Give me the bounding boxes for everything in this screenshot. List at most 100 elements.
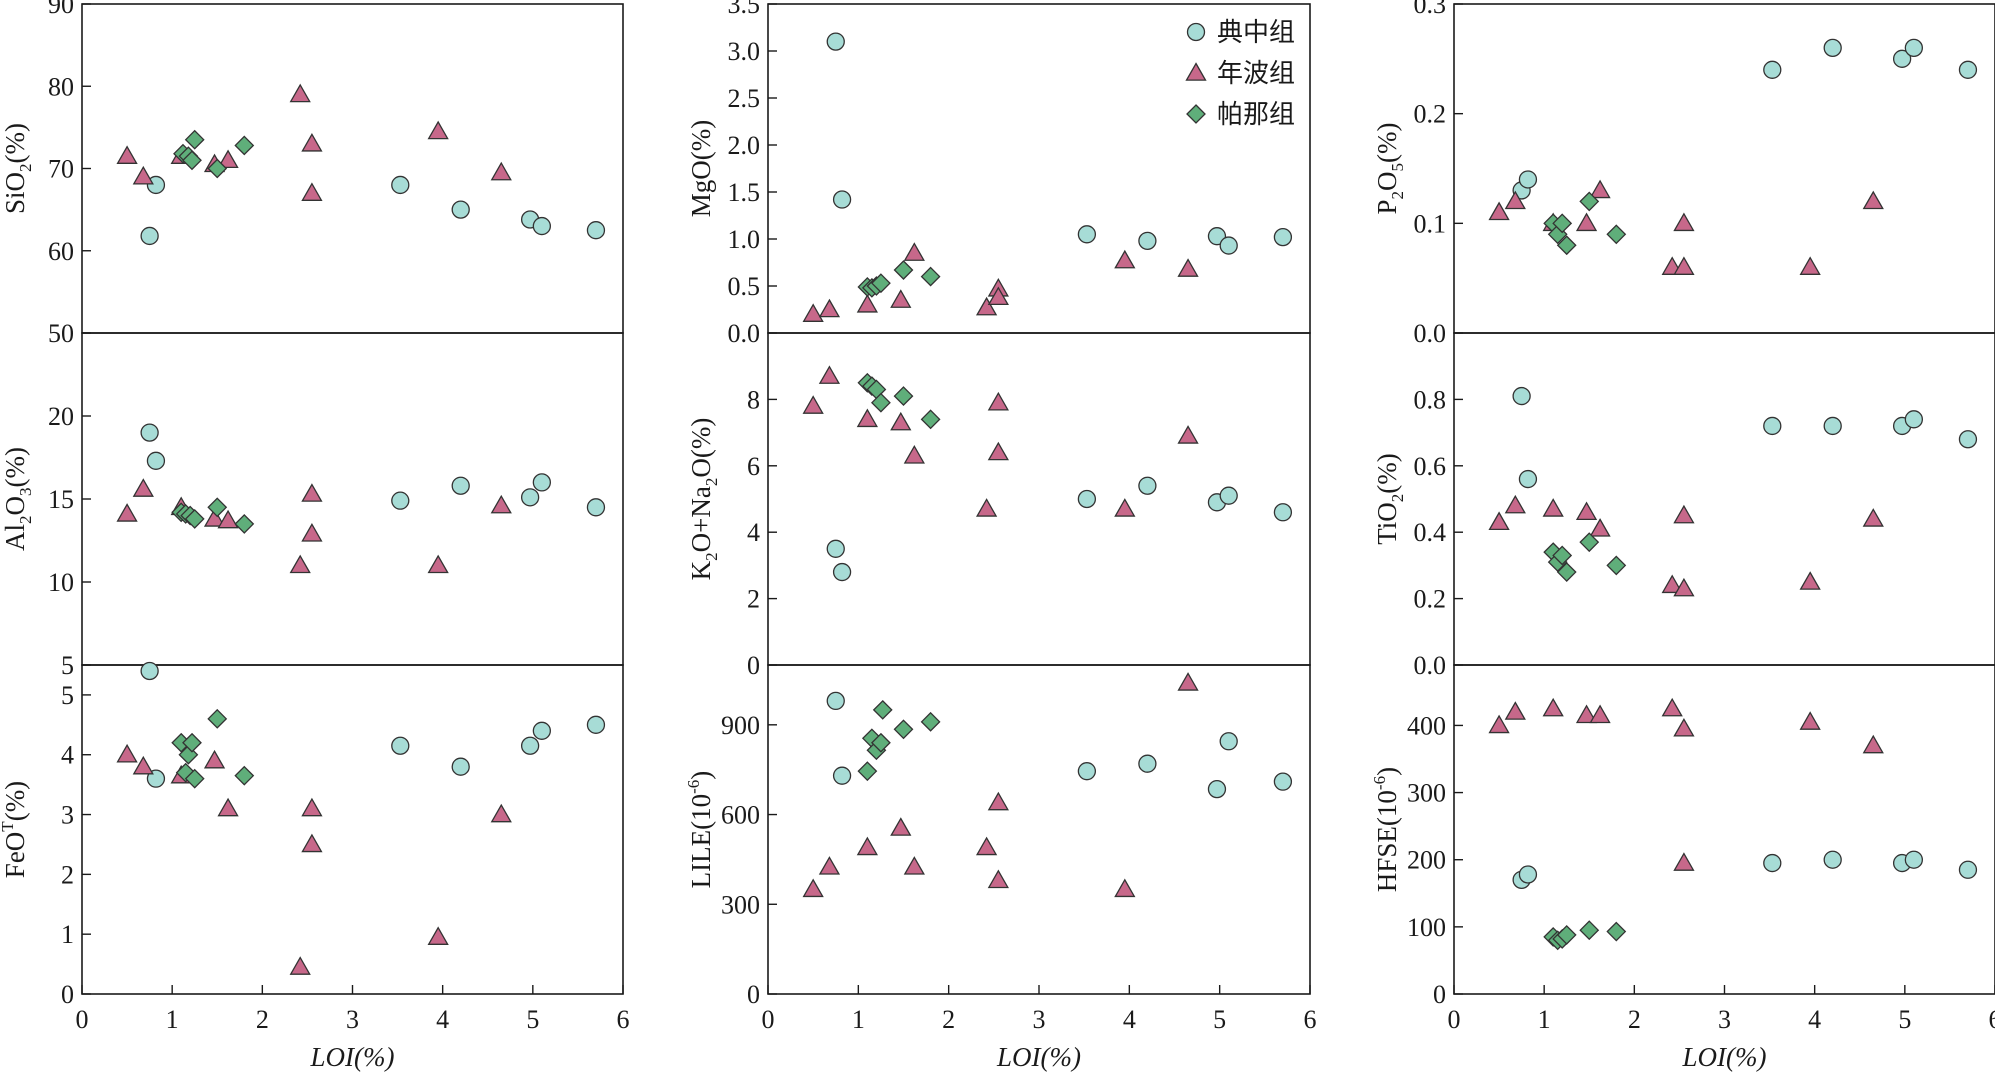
p2o5-point-circle-3	[1824, 39, 1841, 56]
feot-xtick-label-3: 3	[346, 1005, 359, 1034]
tio2-point-circle-1	[1519, 471, 1536, 488]
k2o_na2o-point-diamond-4	[895, 387, 913, 405]
al2o3-point-triangle-4	[219, 511, 238, 528]
p2o5-point-diamond-5	[1607, 225, 1625, 243]
k2o_na2o-point-triangle-5	[977, 499, 996, 516]
lile-ytick-label-0: 900	[721, 711, 760, 740]
lile-xtick-label-1: 1	[852, 1005, 865, 1034]
sio2-ylabel: SiO2(%)	[0, 123, 35, 214]
lile-point-triangle-5	[977, 838, 996, 855]
k2o_na2o-ytick-label-1: 6	[747, 452, 760, 481]
feot-ylabel: FeOT(%)	[0, 781, 30, 878]
tio2-point-diamond-5	[1607, 556, 1625, 574]
mgo-ytick-label-7: 0.0	[728, 319, 761, 348]
sio2-point-circle-0	[141, 227, 158, 244]
al2o3-ytick-label-1: 15	[48, 485, 74, 514]
p2o5-ytick-label-1: 0.2	[1414, 100, 1447, 129]
sio2-point-triangle-1	[134, 167, 153, 184]
p2o5-point-triangle-3	[1577, 214, 1596, 231]
sio2-point-triangle-6	[302, 134, 321, 151]
tio2-point-triangle-1	[1506, 496, 1525, 513]
hfse-point-circle-1	[1519, 866, 1536, 883]
lile-point-diamond-5	[895, 720, 913, 738]
sio2-ytick-label-4: 50	[48, 319, 74, 348]
p2o5-point-triangle-6	[1674, 214, 1693, 231]
lile-xtick-label-2: 2	[942, 1005, 955, 1034]
al2o3-plot-frame	[82, 333, 623, 665]
tio2-ylabel: TiO2(%)	[1372, 453, 1407, 545]
mgo-ytick-label-1: 3.0	[728, 37, 761, 66]
feot-point-circle-2	[392, 737, 409, 754]
hfse-xlabel: LOI(%)	[1682, 1042, 1767, 1072]
tio2-ytick-label-2: 0.4	[1414, 518, 1447, 547]
mgo-point-triangle-0	[804, 305, 823, 322]
sio2-point-circle-2	[392, 176, 409, 193]
feot-xtick-label-6: 6	[617, 1005, 630, 1034]
sio2-point-triangle-9	[492, 163, 511, 180]
hfse-point-triangle-9	[1864, 736, 1883, 753]
feot-point-triangle-5	[291, 958, 310, 975]
mgo-ytick-label-6: 0.5	[728, 272, 761, 301]
legend-marker-triangle	[1187, 64, 1206, 81]
hfse-xtick-label-1: 1	[1538, 1005, 1551, 1034]
feot-point-diamond-5	[208, 710, 226, 728]
al2o3-ytick-label-3: 5	[61, 651, 74, 680]
al2o3-point-circle-6	[587, 499, 604, 516]
lile-point-diamond-4	[874, 701, 892, 719]
hfse-point-triangle-8	[1801, 713, 1820, 730]
legend-marker-circle	[1188, 24, 1205, 41]
k2o_na2o-point-triangle-2	[858, 410, 877, 427]
k2o_na2o-point-triangle-0	[804, 397, 823, 414]
p2o5-point-triangle-9	[1864, 192, 1883, 209]
k2o_na2o-point-circle-6	[1274, 504, 1291, 521]
tio2-point-triangle-3	[1577, 503, 1596, 520]
tio2-point-circle-3	[1824, 417, 1841, 434]
p2o5-ylabel: P2O5(%)	[1372, 122, 1407, 214]
lile-xlabel: LOI(%)	[996, 1042, 1081, 1072]
lile-point-triangle-1	[820, 857, 839, 874]
lile-point-triangle-0	[804, 880, 823, 897]
mgo-point-circle-5	[1220, 237, 1237, 254]
al2o3-ylabel: Al2O3(%)	[0, 447, 35, 551]
mgo-point-circle-0	[827, 33, 844, 50]
sio2-point-circle-5	[533, 218, 550, 235]
tio2-point-circle-0	[1513, 388, 1530, 405]
hfse-ytick-label-2: 200	[1407, 846, 1446, 875]
hfse-point-diamond-5	[1607, 923, 1625, 941]
tio2-point-triangle-0	[1490, 513, 1509, 530]
lile-plot-frame	[768, 665, 1310, 994]
mgo-point-diamond-4	[895, 261, 913, 279]
lile-xtick-label-0: 0	[762, 1005, 775, 1034]
feot-ytick-label-2: 3	[61, 801, 74, 830]
feot-point-triangle-8	[429, 928, 448, 945]
feot-point-triangle-9	[492, 805, 511, 822]
sio2-point-triangle-0	[118, 147, 137, 164]
tio2-ytick-label-3: 0.2	[1414, 585, 1447, 614]
k2o_na2o-point-triangle-7	[989, 443, 1008, 460]
feot-point-triangle-3	[205, 751, 224, 768]
k2o_na2o-point-triangle-6	[989, 393, 1008, 410]
k2o_na2o-point-circle-5	[1220, 487, 1237, 504]
feot-ytick-label-5: 0	[61, 980, 74, 1009]
lile-point-triangle-3	[891, 819, 910, 836]
lile-ylabel: LILE(10-6)	[684, 771, 716, 889]
legend-label-0: 典中组	[1217, 18, 1295, 47]
k2o_na2o-point-triangle-3	[891, 413, 910, 430]
hfse-xtick-label-3: 3	[1718, 1005, 1731, 1034]
feot-plot-frame	[82, 665, 623, 994]
lile-point-triangle-2	[858, 838, 877, 855]
hfse-xtick-label-5: 5	[1898, 1005, 1911, 1034]
tio2-point-triangle-6	[1674, 506, 1693, 523]
feot-xtick-label-2: 2	[256, 1005, 269, 1034]
p2o5-point-circle-1	[1519, 171, 1536, 188]
hfse-point-triangle-7	[1674, 854, 1693, 871]
feot-ytick-label-3: 2	[61, 860, 74, 889]
lile-point-diamond-6	[922, 713, 940, 731]
mgo-point-triangle-1	[820, 300, 839, 317]
mgo-ytick-label-2: 2.5	[728, 84, 761, 113]
feot-point-triangle-7	[302, 835, 321, 852]
lile-ytick-label-2: 300	[721, 890, 760, 919]
feot-point-circle-3	[452, 758, 469, 775]
k2o_na2o-point-triangle-9	[1179, 426, 1198, 443]
